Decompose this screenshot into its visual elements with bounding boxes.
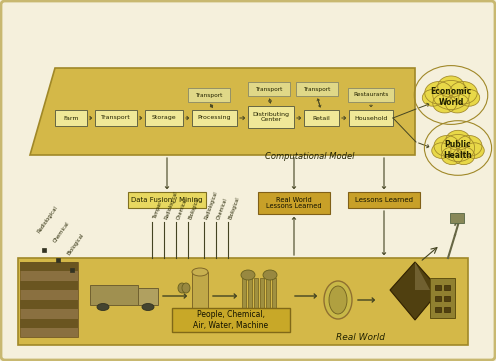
Ellipse shape — [449, 82, 477, 104]
Text: Transport: Transport — [304, 87, 331, 91]
Bar — [450, 213, 464, 223]
Bar — [248, 106, 294, 128]
Ellipse shape — [453, 147, 475, 165]
Text: Economic
World: Economic World — [431, 87, 472, 107]
Text: People, Chemical,
Air, Water, Machine: People, Chemical, Air, Water, Machine — [193, 310, 268, 330]
Text: Transport: Transport — [255, 87, 283, 91]
Bar — [435, 285, 441, 290]
Polygon shape — [18, 258, 468, 345]
Bar — [20, 262, 78, 337]
Ellipse shape — [324, 281, 352, 319]
Bar — [248, 82, 290, 96]
Ellipse shape — [329, 286, 347, 314]
Bar — [20, 281, 78, 290]
Bar — [192, 110, 237, 126]
Ellipse shape — [441, 135, 475, 161]
Ellipse shape — [432, 143, 451, 158]
Text: Biological: Biological — [228, 196, 241, 220]
Bar — [20, 262, 78, 271]
Text: Real World: Real World — [335, 333, 384, 342]
Ellipse shape — [178, 283, 186, 293]
Bar — [55, 110, 87, 126]
Bar — [254, 278, 258, 310]
Polygon shape — [390, 262, 440, 320]
Ellipse shape — [459, 90, 480, 106]
Text: Data Fusion / Mining: Data Fusion / Mining — [131, 197, 203, 203]
Ellipse shape — [445, 94, 469, 113]
Bar — [56, 258, 60, 262]
Text: Retail: Retail — [312, 116, 330, 121]
Bar — [444, 307, 450, 312]
Text: Lessons Learned: Lessons Learned — [355, 197, 413, 203]
Ellipse shape — [433, 81, 469, 109]
Ellipse shape — [446, 130, 470, 150]
Ellipse shape — [182, 283, 190, 293]
Text: Computational Model: Computational Model — [265, 152, 355, 161]
Text: Chemical: Chemical — [53, 221, 71, 244]
Bar — [242, 278, 246, 310]
Ellipse shape — [433, 94, 457, 113]
Ellipse shape — [263, 270, 277, 280]
Bar — [258, 192, 330, 214]
Bar — [42, 248, 46, 252]
Ellipse shape — [465, 143, 484, 158]
Bar — [188, 88, 230, 102]
Text: Household: Household — [354, 116, 388, 121]
Text: Chemical: Chemical — [216, 197, 229, 220]
Text: Distributing
Center: Distributing Center — [252, 112, 290, 122]
Ellipse shape — [456, 135, 482, 156]
Bar — [348, 192, 420, 208]
Bar — [430, 278, 455, 318]
Ellipse shape — [434, 135, 460, 156]
Bar — [348, 88, 394, 102]
Text: Radiological: Radiological — [37, 205, 59, 235]
Ellipse shape — [97, 304, 109, 310]
Polygon shape — [30, 68, 415, 155]
Ellipse shape — [192, 268, 208, 276]
Bar — [145, 110, 183, 126]
Polygon shape — [138, 288, 158, 305]
Text: Farm: Farm — [63, 116, 79, 121]
Bar — [349, 110, 393, 126]
Text: Radiological: Radiological — [204, 191, 219, 220]
Ellipse shape — [142, 304, 154, 310]
Bar — [435, 307, 441, 312]
Bar — [272, 278, 276, 310]
Text: Radiological: Radiological — [164, 191, 179, 220]
Bar — [95, 110, 137, 126]
Bar — [192, 272, 208, 312]
Ellipse shape — [441, 147, 463, 165]
Text: Real World
Lessons Learned: Real World Lessons Learned — [266, 196, 322, 209]
Ellipse shape — [422, 90, 443, 106]
Text: Transport: Transport — [195, 92, 223, 97]
Text: Restaurants: Restaurants — [353, 92, 389, 97]
Bar — [20, 319, 78, 328]
Text: Public
Health: Public Health — [443, 140, 472, 160]
Bar — [266, 278, 270, 310]
Polygon shape — [90, 285, 138, 305]
Bar — [238, 308, 288, 314]
Bar — [20, 300, 78, 309]
Bar — [172, 308, 290, 332]
Text: Transport: Transport — [101, 116, 131, 121]
Ellipse shape — [241, 270, 255, 280]
Ellipse shape — [425, 82, 453, 104]
Bar — [296, 82, 338, 96]
Text: Tamper: Tamper — [152, 201, 163, 220]
Polygon shape — [415, 262, 430, 290]
Bar — [260, 278, 264, 310]
Bar — [435, 296, 441, 301]
Bar — [304, 110, 339, 126]
Text: Biological: Biological — [188, 196, 201, 220]
Bar — [70, 268, 74, 272]
Text: Chemical: Chemical — [176, 197, 188, 220]
Bar — [444, 296, 450, 301]
Bar — [192, 308, 208, 312]
Text: Biological: Biological — [66, 232, 85, 256]
Text: Storage: Storage — [152, 116, 176, 121]
Ellipse shape — [437, 76, 464, 97]
Bar — [444, 285, 450, 290]
Bar — [248, 278, 252, 310]
Text: Processing: Processing — [198, 116, 231, 121]
